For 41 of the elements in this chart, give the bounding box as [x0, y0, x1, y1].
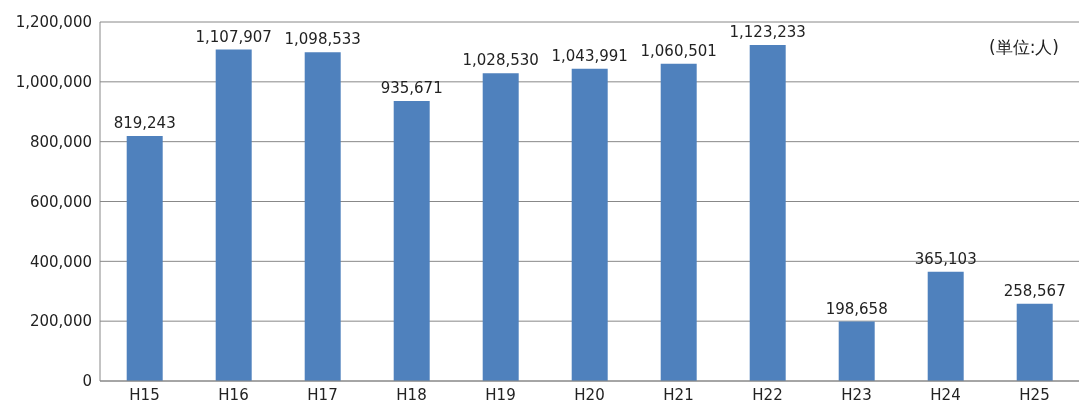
y-tick-label: 0 — [82, 372, 92, 391]
x-tick-label: H15 — [129, 385, 160, 404]
x-tick-label: H22 — [752, 385, 783, 404]
data-label: 365,103 — [914, 249, 977, 268]
x-tick-label: H23 — [841, 385, 872, 404]
annotation: (単位:人) — [989, 36, 1059, 59]
x-tick-label: H18 — [396, 385, 427, 404]
bar — [660, 63, 697, 381]
bar — [571, 68, 608, 381]
y-tick-label: 600,000 — [29, 192, 92, 211]
bar — [838, 321, 875, 381]
data-label: 1,098,533 — [284, 30, 361, 49]
y-tick-label: 1,200,000 — [15, 13, 92, 32]
bar — [927, 271, 964, 381]
y-tick-label: 800,000 — [29, 132, 92, 151]
y-tick-label: 200,000 — [29, 312, 92, 331]
data-label: 1,043,991 — [551, 46, 628, 65]
data-label: 1,107,907 — [195, 27, 272, 46]
data-label: 198,658 — [825, 299, 888, 318]
data-label: 819,243 — [113, 113, 176, 132]
bar — [482, 73, 519, 381]
bar — [215, 49, 252, 381]
data-label: 258,567 — [1003, 281, 1066, 300]
x-tick-label: H24 — [930, 385, 961, 404]
bar — [304, 52, 341, 381]
x-tick-label: H19 — [485, 385, 516, 404]
x-tick-label: H25 — [1019, 385, 1050, 404]
data-label: 935,671 — [380, 79, 443, 98]
bar — [126, 135, 163, 381]
x-tick-label: H16 — [218, 385, 249, 404]
y-tick-label: 1,000,000 — [15, 73, 92, 92]
data-label: 1,060,501 — [640, 41, 717, 60]
x-tick-label: H20 — [574, 385, 605, 404]
bar — [1016, 303, 1053, 381]
x-tick-label: H17 — [307, 385, 338, 404]
bar — [749, 44, 786, 381]
x-tick-label: H21 — [663, 385, 694, 404]
bar — [393, 101, 430, 381]
data-label: 1,028,530 — [462, 51, 539, 70]
y-tick-label: 400,000 — [29, 252, 92, 271]
data-label: 1,123,233 — [729, 22, 806, 41]
